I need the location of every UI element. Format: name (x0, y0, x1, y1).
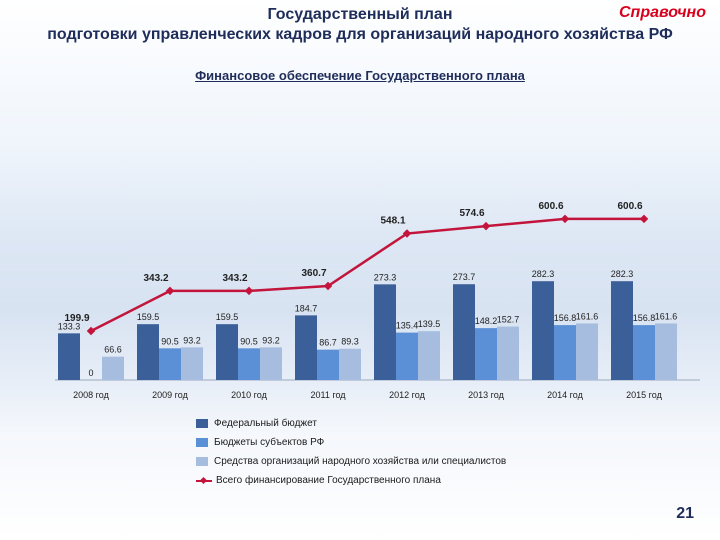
bar-label-1-2: 90.5 (240, 336, 258, 346)
bar-2-3 (339, 348, 361, 380)
bar-label-1-4: 135.4 (396, 321, 419, 331)
bar-label-0-4: 273.3 (374, 272, 397, 282)
bar-2-0 (102, 356, 124, 380)
total-point-0 (86, 326, 96, 336)
x-tick-label-2: 2010 год (231, 390, 267, 400)
bar-label-2-1: 93.2 (183, 335, 201, 345)
page-title-line1: Государственный план (267, 6, 453, 23)
bar-1-3 (317, 349, 339, 380)
bar-label-0-0: 133.3 (58, 321, 81, 331)
bar-0-6 (532, 281, 554, 380)
total-label-3: 360.7 (301, 268, 326, 279)
bar-label-0-2: 159.5 (216, 312, 239, 322)
bar-0-7 (611, 281, 633, 380)
bar-0-2 (216, 324, 238, 380)
total-label-0: 199.9 (64, 313, 89, 324)
x-tick-label-7: 2015 год (626, 390, 662, 400)
legend-label-federal: Федеральный бюджет (214, 418, 317, 429)
bar-0-5 (453, 284, 475, 380)
bar-label-0-5: 273.7 (453, 272, 476, 282)
bar-label-1-6: 156.8 (554, 313, 577, 323)
legend-item-regional: Бюджеты субъектов РФ (196, 433, 506, 452)
legend-swatch-regional (196, 438, 208, 447)
bar-0-1 (137, 324, 159, 380)
total-point-7 (639, 214, 649, 224)
x-tick-label-6: 2014 год (547, 390, 583, 400)
x-tick-label-4: 2012 год (389, 390, 425, 400)
bar-label-2-5: 152.7 (497, 315, 520, 325)
x-tick-label-5: 2013 год (468, 390, 504, 400)
bar-label-2-4: 139.5 (418, 319, 441, 329)
page-title-line2: подготовки управленческих кадров для орг… (47, 26, 673, 43)
bar-2-6 (576, 323, 598, 380)
bar-1-2 (238, 348, 260, 380)
background-cityscape (0, 150, 720, 440)
x-tick-label-3: 2011 год (311, 390, 347, 400)
total-line (90, 217, 644, 333)
bar-label-1-5: 148.2 (475, 316, 498, 326)
legend-swatch-total (196, 479, 212, 482)
legend-swatch-orgs (196, 457, 208, 466)
total-point-2 (244, 286, 254, 296)
bar-1-4 (396, 332, 418, 380)
total-label-1: 343.2 (143, 273, 168, 284)
bar-1-5 (475, 328, 497, 380)
bar-label-1-7: 156.8 (633, 313, 656, 323)
chart-subtitle: Финансовое обеспечение Государственного … (195, 68, 525, 83)
legend-label-total: Всего финансирование Государственного пл… (216, 475, 441, 486)
bar-0-4 (374, 284, 396, 380)
bar-label-0-1: 159.5 (137, 312, 160, 322)
bar-label-2-2: 93.2 (262, 335, 280, 345)
page-number: 21 (676, 505, 694, 522)
bar-label-1-1: 90.5 (161, 336, 179, 346)
chart-legend: Федеральный бюджет Бюджеты субъектов РФ … (196, 414, 506, 490)
reference-tag: Справочно (618, 4, 706, 21)
total-label-2: 343.2 (222, 273, 247, 284)
bar-1-7 (633, 325, 655, 380)
bar-label-2-0: 66.6 (104, 345, 122, 355)
x-tick-label-0: 2008 год (73, 390, 109, 400)
bar-1-1 (159, 348, 181, 380)
bar-0-0 (58, 333, 80, 380)
total-label-6: 600.6 (538, 201, 563, 212)
legend-item-total: Всего финансирование Государственного пл… (196, 471, 506, 490)
bar-label-2-6: 161.6 (576, 311, 599, 321)
bar-label-0-7: 282.3 (611, 269, 634, 279)
bar-label-2-3: 89.3 (341, 337, 359, 347)
legend-item-federal: Федеральный бюджет (196, 414, 506, 433)
bar-1-6 (554, 325, 576, 380)
bar-2-7 (655, 323, 677, 380)
bar-2-2 (260, 347, 282, 380)
legend-label-regional: Бюджеты субъектов РФ (214, 437, 325, 448)
total-label-5: 574.6 (459, 208, 484, 219)
bar-label-2-7: 161.6 (655, 311, 678, 321)
bar-2-5 (497, 326, 519, 380)
total-point-5 (481, 221, 491, 231)
total-point-4 (402, 229, 412, 238)
legend-item-orgs: Средства организаций народного хозяйства… (196, 452, 506, 471)
bar-label-0-6: 282.3 (532, 269, 555, 279)
total-point-1 (165, 286, 175, 296)
bar-label-1-3: 86.7 (319, 338, 337, 348)
total-label-7: 600.6 (617, 201, 642, 212)
bar-0-3 (295, 315, 317, 380)
bar-2-1 (181, 347, 203, 380)
bar-2-4 (418, 331, 440, 380)
legend-label-orgs: Средства организаций народного хозяйства… (214, 456, 507, 467)
x-tick-label-1: 2009 год (152, 390, 188, 400)
total-label-4: 548.1 (380, 216, 405, 227)
total-point-6 (560, 214, 570, 224)
bar-label-1-0: 0 (88, 368, 93, 378)
bar-label-0-3: 184.7 (295, 303, 318, 313)
legend-swatch-federal (196, 419, 208, 428)
total-point-3 (323, 281, 333, 291)
